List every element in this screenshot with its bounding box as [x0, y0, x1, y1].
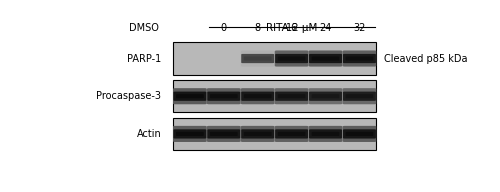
- FancyBboxPatch shape: [173, 88, 206, 104]
- FancyBboxPatch shape: [241, 129, 274, 139]
- FancyBboxPatch shape: [278, 56, 305, 60]
- Bar: [173, 80, 376, 113]
- FancyBboxPatch shape: [208, 92, 240, 101]
- FancyBboxPatch shape: [342, 88, 376, 104]
- FancyBboxPatch shape: [312, 56, 340, 60]
- Text: 16: 16: [286, 23, 298, 33]
- FancyBboxPatch shape: [241, 88, 274, 104]
- Text: RITA 2 μM: RITA 2 μM: [266, 23, 318, 33]
- FancyBboxPatch shape: [241, 126, 274, 142]
- Text: 32: 32: [353, 23, 366, 33]
- FancyBboxPatch shape: [312, 94, 340, 98]
- FancyBboxPatch shape: [343, 54, 376, 63]
- FancyBboxPatch shape: [342, 126, 376, 142]
- FancyBboxPatch shape: [207, 126, 240, 142]
- Text: Actin: Actin: [136, 129, 162, 139]
- FancyBboxPatch shape: [346, 56, 374, 60]
- FancyBboxPatch shape: [244, 132, 272, 136]
- FancyBboxPatch shape: [309, 54, 342, 63]
- FancyBboxPatch shape: [309, 92, 342, 101]
- FancyBboxPatch shape: [244, 94, 272, 98]
- FancyBboxPatch shape: [176, 94, 204, 98]
- Text: Procaspase-3: Procaspase-3: [96, 91, 162, 101]
- FancyBboxPatch shape: [343, 92, 376, 101]
- FancyBboxPatch shape: [308, 126, 342, 142]
- FancyBboxPatch shape: [278, 132, 305, 136]
- Text: 0: 0: [220, 23, 227, 33]
- FancyBboxPatch shape: [208, 129, 240, 139]
- FancyBboxPatch shape: [210, 94, 238, 98]
- Text: 8: 8: [254, 23, 261, 33]
- FancyBboxPatch shape: [278, 94, 305, 98]
- FancyBboxPatch shape: [241, 50, 274, 67]
- FancyBboxPatch shape: [244, 56, 272, 60]
- Bar: [173, 42, 376, 75]
- FancyBboxPatch shape: [173, 126, 206, 142]
- FancyBboxPatch shape: [176, 132, 204, 136]
- FancyBboxPatch shape: [312, 132, 340, 136]
- FancyBboxPatch shape: [207, 88, 240, 104]
- FancyBboxPatch shape: [241, 54, 274, 63]
- Bar: [173, 118, 376, 150]
- FancyBboxPatch shape: [343, 129, 376, 139]
- FancyBboxPatch shape: [346, 132, 374, 136]
- FancyBboxPatch shape: [210, 132, 238, 136]
- FancyBboxPatch shape: [275, 54, 308, 63]
- FancyBboxPatch shape: [174, 129, 206, 139]
- FancyBboxPatch shape: [275, 50, 308, 67]
- FancyBboxPatch shape: [174, 92, 206, 101]
- Text: DMSO: DMSO: [129, 23, 159, 33]
- FancyBboxPatch shape: [308, 50, 342, 67]
- Text: 24: 24: [320, 23, 332, 33]
- FancyBboxPatch shape: [342, 50, 376, 67]
- FancyBboxPatch shape: [275, 88, 308, 104]
- FancyBboxPatch shape: [308, 88, 342, 104]
- FancyBboxPatch shape: [241, 92, 274, 101]
- FancyBboxPatch shape: [275, 92, 308, 101]
- Text: Cleaved p85 kDa: Cleaved p85 kDa: [384, 54, 468, 64]
- FancyBboxPatch shape: [346, 94, 374, 98]
- Text: PARP-1: PARP-1: [127, 54, 162, 64]
- FancyBboxPatch shape: [275, 129, 308, 139]
- FancyBboxPatch shape: [309, 129, 342, 139]
- FancyBboxPatch shape: [275, 126, 308, 142]
